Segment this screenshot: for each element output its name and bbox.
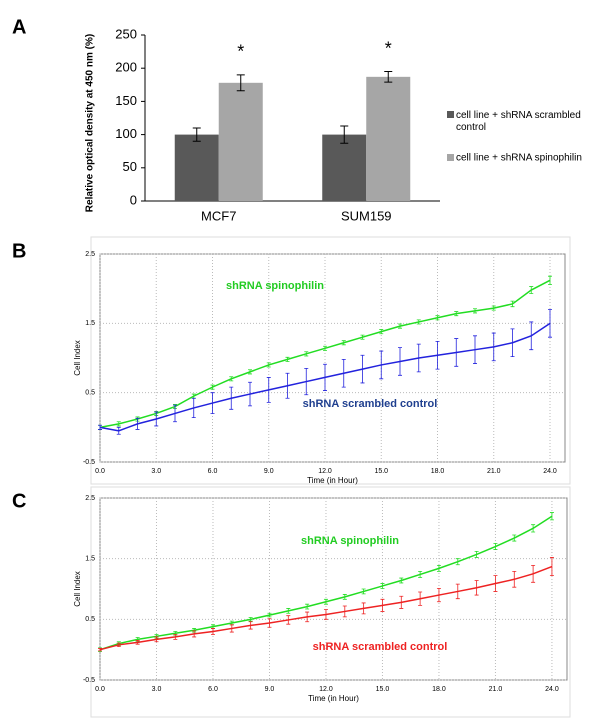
x-tick-label: 24.0 bbox=[545, 686, 559, 693]
annotation: shRNA scrambled control bbox=[303, 398, 438, 410]
annotation: shRNA spinophilin bbox=[301, 535, 399, 547]
x-tick-label: 6.0 bbox=[208, 686, 218, 693]
legend-swatch bbox=[447, 154, 454, 161]
bar bbox=[366, 76, 411, 201]
error-bar bbox=[340, 125, 349, 144]
panel-label: A bbox=[12, 16, 26, 38]
panel-label: B bbox=[12, 240, 26, 262]
x-tick-label: 9.0 bbox=[264, 468, 274, 475]
y-tick-label: 50 bbox=[123, 159, 137, 174]
x-tick-label: 18.0 bbox=[432, 686, 446, 693]
x-tick-label: 15.0 bbox=[376, 686, 390, 693]
error-bar bbox=[98, 424, 102, 430]
y-tick-label: 250 bbox=[115, 26, 137, 41]
error-bar bbox=[236, 74, 245, 92]
x-tick-label: 0.0 bbox=[95, 468, 105, 475]
x-axis-label: Time (in Hour) bbox=[308, 694, 359, 703]
panel-frame bbox=[90, 486, 571, 718]
x-tick-label: 9.0 bbox=[265, 686, 275, 693]
panel-frame bbox=[90, 236, 571, 485]
y-tick-label: 2.5 bbox=[85, 495, 95, 502]
data-line bbox=[99, 515, 553, 651]
plot-area bbox=[99, 253, 566, 463]
bar bbox=[174, 134, 219, 201]
y-tick-label: 1.5 bbox=[85, 320, 95, 327]
x-axis-label: Time (in Hour) bbox=[307, 476, 358, 485]
y-tick-label: 150 bbox=[115, 93, 137, 108]
significance-mark: * bbox=[385, 38, 392, 58]
y-tick-label: 0.5 bbox=[85, 616, 95, 623]
y-tick-label: 1.5 bbox=[85, 556, 95, 563]
y-tick-label: 0.5 bbox=[85, 390, 95, 397]
y-axis-label: Cell Index bbox=[73, 340, 82, 376]
x-tick-label: 0.0 bbox=[95, 686, 105, 693]
x-tick-label: 6.0 bbox=[208, 468, 218, 475]
x-tick-label: 3.0 bbox=[152, 686, 162, 693]
bar bbox=[322, 134, 367, 201]
legend-label: cell line + shRNA spinophilin bbox=[456, 153, 582, 164]
x-tick-label: 12.0 bbox=[319, 686, 333, 693]
panel-label: C bbox=[12, 490, 26, 512]
y-tick-label: -0.5 bbox=[83, 459, 95, 466]
data-line bbox=[99, 322, 551, 432]
x-tick-label: 24.0 bbox=[543, 468, 557, 475]
legend-label: cell line + shRNA scrambled control bbox=[456, 110, 581, 133]
x-tick-label: 18.0 bbox=[431, 468, 445, 475]
y-tick-label: 0 bbox=[130, 192, 137, 207]
error-bar bbox=[384, 71, 393, 83]
y-axis-label: Cell Index bbox=[73, 571, 82, 607]
significance-mark: * bbox=[237, 42, 244, 62]
annotation: shRNA spinophilin bbox=[226, 280, 324, 292]
x-tick-label: 21.0 bbox=[487, 468, 501, 475]
legend-swatch bbox=[447, 111, 454, 118]
x-tick-label: 21.0 bbox=[489, 686, 503, 693]
annotation: shRNA scrambled control bbox=[313, 641, 448, 653]
data-line bbox=[99, 565, 553, 651]
x-tick-label: SUM159 bbox=[341, 208, 392, 223]
y-tick-label: 100 bbox=[115, 126, 137, 141]
x-tick-label: 12.0 bbox=[318, 468, 332, 475]
x-tick-label: 15.0 bbox=[374, 468, 388, 475]
y-tick-label: -0.5 bbox=[83, 677, 95, 684]
bar bbox=[218, 82, 263, 201]
y-tick-label: 200 bbox=[115, 60, 137, 75]
error-bar bbox=[192, 127, 201, 142]
x-tick-label: MCF7 bbox=[201, 208, 236, 223]
y-tick-label: 2.5 bbox=[85, 251, 95, 258]
y-axis-label: Relative optical density at 450 nm (%) bbox=[85, 34, 96, 212]
x-tick-label: 3.0 bbox=[151, 468, 161, 475]
